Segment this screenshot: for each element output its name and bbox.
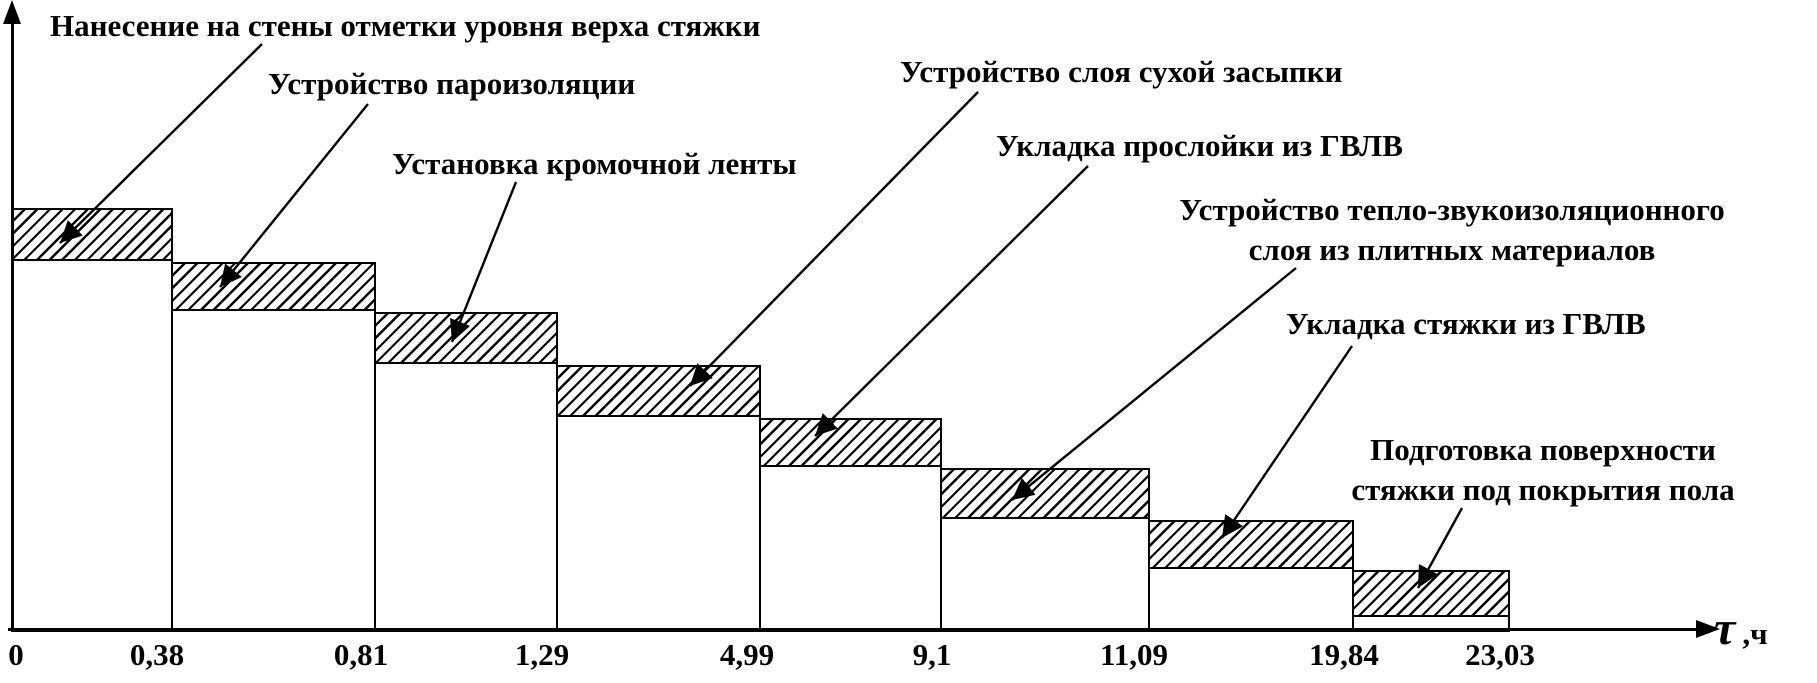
- x-tick-4: 4,99: [719, 637, 775, 672]
- bar-op-8-hatch-band: [1354, 572, 1508, 617]
- x-axis-label: τ ,ч: [1714, 601, 1768, 656]
- x-tick-2: 0,81: [333, 637, 389, 672]
- annotation-line: Устройство слоя сухой засыпки: [900, 54, 1343, 89]
- bar-op-6: [940, 468, 1150, 632]
- annotation-op-4: Устройство слоя сухой засыпки: [900, 52, 1343, 92]
- annotation-op-5: Укладка прослойки из ГВЛВ: [996, 126, 1403, 166]
- annotation-arrow-2: [219, 103, 369, 288]
- annotation-line: Нанесение на стены отметки уровня верха …: [50, 8, 761, 43]
- bar-op-4: [556, 365, 761, 632]
- x-tick-7: 19,84: [1309, 637, 1379, 672]
- x-tick-3: 1,29: [514, 637, 570, 672]
- x-tick-6: 11,09: [1099, 637, 1169, 672]
- bar-op-2-hatch-band: [173, 264, 374, 311]
- bar-op-2: [171, 262, 376, 632]
- x-tick-8: 23,03: [1465, 637, 1535, 672]
- annotation-op-2: Устройство пароизоляции: [268, 64, 635, 104]
- annotation-op-3: Установка кромочной ленты: [392, 144, 797, 184]
- tau-symbol: τ: [1714, 602, 1736, 655]
- x-tick-0: 0: [8, 637, 24, 672]
- bar-op-6-hatch-band: [942, 470, 1148, 519]
- bar-op-8: [1352, 570, 1510, 632]
- annotation-line: Укладка стяжки из ГВЛВ: [1286, 306, 1646, 341]
- bar-op-5: [759, 418, 942, 632]
- bar-op-1-hatch-band: [13, 210, 171, 261]
- x-axis-unit: ,ч: [1742, 616, 1768, 651]
- x-axis-arrowhead-icon: [1696, 620, 1720, 638]
- annotation-line: Устройство пароизоляции: [268, 66, 636, 101]
- annotation-op-6: Устройство тепло-звукоизоляционного слоя…: [1122, 190, 1782, 271]
- annotation-arrow-4: [689, 91, 979, 387]
- annotation-line: Установка кромочной ленты: [392, 146, 797, 181]
- bar-op-3: [374, 312, 558, 632]
- annotation-arrow-5: [814, 165, 1089, 437]
- x-tick-1: 0,38: [129, 637, 185, 672]
- bar-op-5-hatch-band: [761, 420, 940, 467]
- bar-op-7-hatch-band: [1150, 522, 1352, 569]
- bar-op-7: [1148, 520, 1354, 632]
- annotation-op-1: Нанесение на стены отметки уровня верха …: [50, 6, 761, 46]
- x-tick-5: 9,1: [912, 637, 952, 672]
- annotation-op-7: Укладка стяжки из ГВЛВ: [1286, 304, 1646, 344]
- annotation-line: стяжки под покрытия пола: [1351, 472, 1735, 508]
- bar-op-4-hatch-band: [558, 367, 759, 417]
- y-axis-arrowhead-icon: [3, 0, 21, 24]
- annotation-arrow-6: [1011, 267, 1297, 501]
- annotation-line: Подготовка поверхности: [1370, 432, 1716, 467]
- annotation-line: Укладка прослойки из ГВЛВ: [996, 128, 1403, 163]
- bar-op-1: [11, 208, 173, 632]
- x-axis-line: [8, 628, 1698, 631]
- annotation-line: слоя из плитных материалов: [1248, 232, 1656, 268]
- annotation-op-8: Подготовка поверхности стяжки под покрыт…: [1308, 430, 1778, 511]
- bar-op-3-hatch-band: [376, 314, 556, 364]
- annotation-line: Устройство тепло-звукоизоляционного: [1179, 192, 1725, 227]
- y-axis-line: [11, 16, 14, 632]
